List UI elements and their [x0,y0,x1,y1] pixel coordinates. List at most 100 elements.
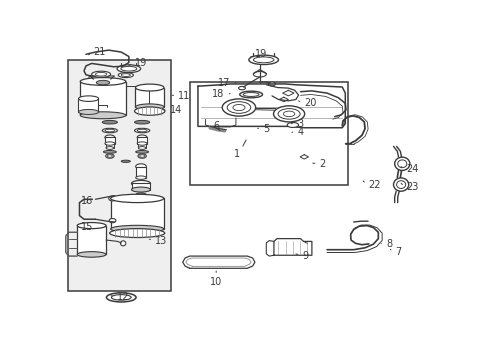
Ellipse shape [105,135,115,140]
Ellipse shape [118,73,133,77]
Bar [135,87,164,107]
Ellipse shape [102,120,118,124]
Ellipse shape [138,154,147,158]
Text: 13: 13 [155,235,167,246]
Ellipse shape [135,128,150,133]
Text: 23: 23 [406,183,418,192]
Polygon shape [300,155,309,159]
Ellipse shape [131,180,150,186]
Ellipse shape [109,219,116,223]
Text: 21: 21 [94,46,106,57]
Ellipse shape [243,93,259,96]
Ellipse shape [137,142,147,145]
Ellipse shape [283,111,295,117]
Ellipse shape [117,65,141,73]
Ellipse shape [222,99,256,116]
Bar [111,198,164,229]
Bar [68,60,172,291]
Bar [190,82,348,185]
Ellipse shape [80,112,126,119]
Text: 22: 22 [368,180,381,190]
Ellipse shape [111,194,164,203]
Ellipse shape [396,181,406,188]
Bar [136,167,147,177]
Ellipse shape [109,196,116,201]
Bar [105,138,115,144]
Text: 24: 24 [406,164,418,174]
Ellipse shape [80,77,126,85]
Ellipse shape [233,104,245,111]
Ellipse shape [137,129,147,132]
Ellipse shape [97,80,110,85]
Ellipse shape [121,160,130,162]
Ellipse shape [131,187,150,192]
Bar [77,226,106,255]
Ellipse shape [287,122,298,127]
Ellipse shape [140,155,145,157]
Ellipse shape [103,150,116,153]
Ellipse shape [111,225,164,233]
Ellipse shape [394,157,410,170]
Polygon shape [279,97,288,102]
Text: 10: 10 [210,276,222,287]
Bar [138,144,146,148]
Text: 18: 18 [212,89,224,99]
Ellipse shape [253,72,267,77]
Ellipse shape [111,294,131,300]
Ellipse shape [137,135,147,140]
Ellipse shape [269,82,275,86]
Ellipse shape [102,128,118,133]
Ellipse shape [136,164,147,169]
Text: 9: 9 [302,251,309,261]
Ellipse shape [92,71,111,77]
Text: 8: 8 [386,239,392,249]
Ellipse shape [106,154,114,158]
Text: 2: 2 [319,159,326,169]
Ellipse shape [110,229,165,238]
Ellipse shape [138,147,146,149]
Text: 17: 17 [218,78,230,89]
Ellipse shape [136,84,164,91]
Text: 1: 1 [234,149,240,158]
Ellipse shape [106,293,136,302]
Ellipse shape [136,176,147,179]
Text: 19: 19 [135,58,147,68]
Polygon shape [283,90,294,96]
Ellipse shape [121,66,137,71]
Ellipse shape [240,91,263,98]
Ellipse shape [106,147,114,149]
Ellipse shape [77,252,106,257]
Text: 4: 4 [297,127,304,138]
Ellipse shape [393,178,409,191]
Bar [80,82,126,115]
Bar [78,99,98,112]
Text: 15: 15 [81,222,94,232]
Ellipse shape [249,55,278,64]
Bar [106,144,114,148]
Ellipse shape [239,86,245,90]
Bar [137,138,147,144]
Ellipse shape [105,129,115,132]
Text: 7: 7 [395,247,402,257]
Circle shape [89,76,93,80]
Bar [131,184,150,190]
Text: 14: 14 [170,105,182,115]
Text: 16: 16 [81,195,94,206]
Ellipse shape [105,142,115,145]
Ellipse shape [136,150,148,153]
Text: 5: 5 [263,123,270,134]
Text: 3: 3 [297,118,304,129]
Ellipse shape [135,107,165,115]
Ellipse shape [96,72,107,76]
Text: 6: 6 [213,121,219,131]
Ellipse shape [135,120,150,124]
Ellipse shape [77,222,106,229]
Ellipse shape [136,193,146,195]
Ellipse shape [227,102,251,113]
Ellipse shape [398,160,407,168]
Ellipse shape [253,57,274,63]
Ellipse shape [121,241,126,246]
Ellipse shape [107,155,112,157]
Text: 20: 20 [304,98,317,108]
Text: 12: 12 [117,292,129,302]
